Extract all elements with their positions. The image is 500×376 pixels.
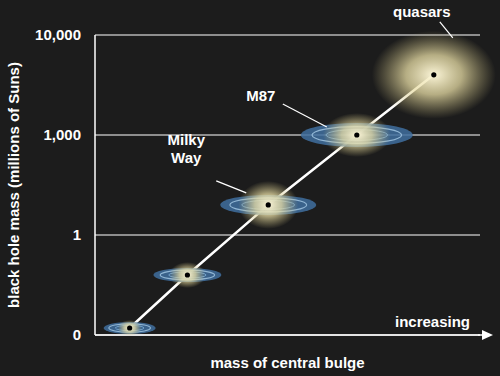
- svg-text:quasars: quasars: [393, 3, 451, 20]
- svg-text:mass of central bulge: mass of central bulge: [210, 354, 364, 371]
- svg-text:1: 1: [73, 226, 81, 243]
- svg-text:MilkyWay: MilkyWay: [167, 131, 205, 166]
- svg-text:1,000: 1,000: [43, 126, 81, 143]
- svg-text:M87: M87: [246, 87, 275, 104]
- svg-text:increasing: increasing: [395, 313, 470, 330]
- svg-text:0: 0: [73, 326, 81, 343]
- svg-text:10,000: 10,000: [35, 26, 81, 43]
- svg-text:black hole mass (millions of S: black hole mass (millions of Suns): [5, 62, 22, 308]
